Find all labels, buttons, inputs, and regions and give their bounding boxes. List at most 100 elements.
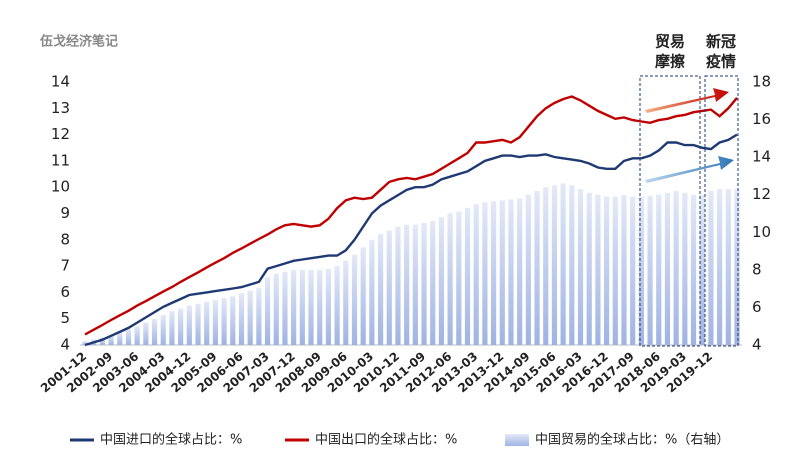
bar [256,287,262,345]
y-tick-label: 9 [60,204,70,222]
bar [386,230,392,345]
bar [551,185,558,345]
bar [621,194,627,345]
bar [708,190,714,345]
bar [690,194,697,345]
y-tick-label: 11 [51,151,70,169]
bar [577,189,584,345]
bar [273,273,279,345]
bar [369,239,375,345]
bar [317,269,323,345]
bar [430,221,436,345]
y2-tick-label: 8 [752,260,762,278]
bar [682,192,688,345]
bar [612,196,618,345]
bar [134,326,140,345]
bar [664,192,671,345]
bar [160,314,166,345]
bar [221,298,227,345]
y2-tick-label: 18 [752,73,771,91]
y-tick-label: 14 [51,73,70,91]
bar [282,271,288,345]
bar [351,254,358,345]
y-tick-label: 12 [51,125,70,143]
bar [343,260,349,345]
line [84,133,738,347]
bar [525,194,531,345]
bar [325,268,332,345]
y2-tick-label: 16 [752,110,771,128]
bar [734,189,740,345]
bar [412,224,418,345]
bar [82,341,88,345]
bar [699,194,705,345]
bar [438,217,445,345]
legend-label: 中国出口的全球占比：% [315,432,457,448]
bar [247,290,253,345]
bar [456,211,462,345]
bar [499,200,505,345]
y-tick-label: 6 [60,283,70,301]
y2-tick-label: 10 [752,223,771,241]
bar [108,334,114,345]
bar [490,201,497,345]
y2-tick-label: 6 [752,298,762,316]
bar [586,192,592,345]
bar [195,303,201,345]
y-tick-label: 10 [51,178,70,196]
bar [143,322,149,345]
line [84,95,738,336]
y2-tick-label: 12 [752,185,771,203]
bar [647,195,653,345]
legend-label: 中国进口的全球占比：% [100,432,242,448]
bar [717,189,723,345]
bar [560,183,566,345]
legend-label: 中国贸易的全球占比：%（右轴） [535,432,729,448]
y2-tick-label: 14 [752,148,771,166]
bar [230,296,236,345]
bar [360,247,366,345]
bar [421,222,427,345]
annotation: 疫情 [706,53,736,71]
bar [630,196,636,345]
bar [473,204,479,345]
watermark: 伍戈经济笔记 [39,34,118,50]
bar [238,293,245,345]
bar [186,305,192,345]
bar [725,189,731,345]
annotation: 摩擦 [655,53,685,71]
bar [482,202,488,345]
bar [99,337,105,345]
bar [117,331,123,345]
bar [308,269,314,345]
covid-box [704,75,739,347]
y-tick-label: 4 [60,336,70,354]
bar [447,213,453,345]
bar [169,311,175,345]
bar [656,194,662,345]
bar [534,190,540,345]
bar [377,234,384,345]
bar [334,266,340,345]
y-tick-label: 7 [60,257,70,275]
y-tick-label: 8 [60,230,70,248]
bar [404,224,410,345]
annotation: 贸易 [655,33,685,51]
bar [543,187,549,345]
legend-swatch [505,434,529,446]
bar [212,299,218,345]
plot [80,95,742,347]
trade-friction-box [639,75,701,347]
bar [508,199,514,345]
y-tick-label: 13 [51,99,70,117]
bar [395,226,401,345]
bar [464,207,471,345]
bar [204,301,210,345]
blue-arrow [645,156,734,183]
annotation: 新冠 [706,33,736,51]
red-arrow [645,88,729,113]
bar [299,269,305,345]
bar [264,277,271,345]
bar [151,318,158,345]
bar [125,329,132,345]
